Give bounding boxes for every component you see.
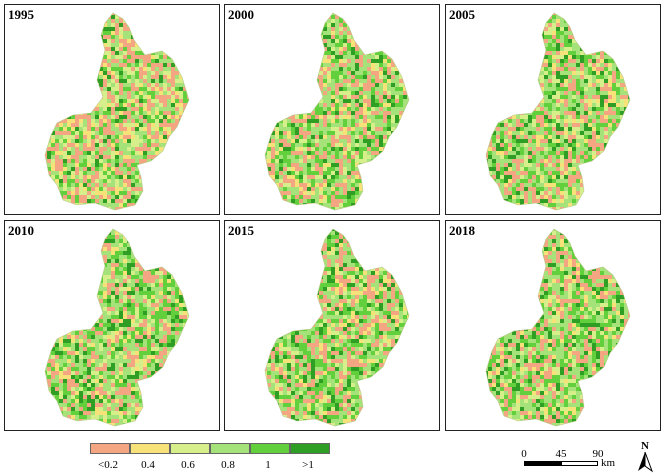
region-map [485, 228, 631, 427]
region-map [485, 12, 631, 211]
map-panel-2015: 2015 [224, 220, 440, 431]
north-arrow-icon [638, 451, 654, 473]
legend-swatch-5 [290, 443, 330, 454]
legend-swatch-0 [90, 443, 130, 454]
legend-swatch-2 [170, 443, 210, 454]
region-map [44, 12, 190, 211]
north-arrow: N [630, 440, 660, 473]
legend: <0.2 0.4 0.6 0.8 1 >1 [90, 443, 330, 473]
map-panel-2005: 2005 [445, 4, 661, 215]
legend-label-3: 0.8 [221, 459, 235, 471]
map-panel-2000: 2000 [224, 4, 440, 215]
scale-tick-0: 0 [521, 448, 527, 460]
legend-label-4: 1 [265, 459, 271, 471]
legend-label-0: <0.2 [98, 459, 118, 471]
panel-year-label: 2018 [449, 223, 475, 238]
map-panel-2018: 2018 [445, 220, 661, 431]
north-label: N [641, 440, 649, 452]
region-map [264, 228, 410, 427]
region-map [264, 12, 410, 211]
map-panel-1995: 1995 [4, 4, 220, 215]
map-panel-2010: 2010 [4, 220, 220, 431]
panel-year-label: 2000 [228, 7, 254, 22]
scale-unit: km [601, 457, 616, 469]
legend-label-1: 0.4 [141, 459, 155, 471]
panel-year-label: 2005 [449, 7, 475, 22]
panel-year-label: 1995 [8, 7, 34, 22]
panel-year-label: 2010 [8, 223, 34, 238]
panel-year-label: 2015 [228, 223, 254, 238]
legend-label-2: 0.6 [181, 459, 195, 471]
scale-bar: 0 45 90 km [520, 448, 640, 473]
scale-tick-45: 45 [555, 448, 567, 460]
region-map [44, 228, 190, 427]
scale-segment-white [561, 461, 598, 466]
legend-label-5: >1 [302, 459, 314, 471]
legend-swatch-1 [130, 443, 170, 454]
scale-tick-90: 90 [592, 448, 604, 460]
legend-swatch-3 [210, 443, 250, 454]
scale-segment-black [524, 461, 561, 466]
legend-swatch-4 [250, 443, 290, 454]
